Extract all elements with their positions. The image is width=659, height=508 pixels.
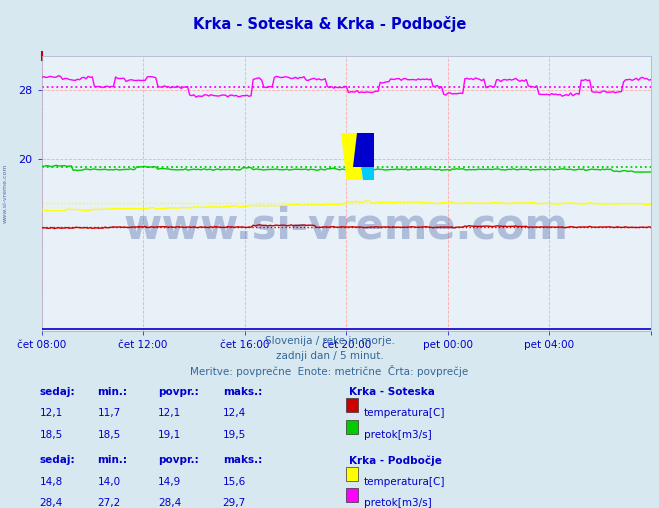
- Text: 29,7: 29,7: [223, 498, 246, 508]
- Text: sedaj:: sedaj:: [40, 455, 75, 465]
- Text: 19,1: 19,1: [158, 430, 181, 440]
- Text: zadnji dan / 5 minut.: zadnji dan / 5 minut.: [275, 351, 384, 361]
- Text: min.:: min.:: [98, 455, 128, 465]
- Text: sedaj:: sedaj:: [40, 387, 75, 397]
- Text: temperatura[C]: temperatura[C]: [364, 477, 445, 487]
- Text: pretok[m3/s]: pretok[m3/s]: [364, 430, 432, 440]
- Text: Meritve: povprečne  Enote: metrične  Črta: povprečje: Meritve: povprečne Enote: metrične Črta:…: [190, 365, 469, 377]
- Text: www.si-vreme.com: www.si-vreme.com: [3, 163, 8, 223]
- Text: 12,1: 12,1: [40, 408, 63, 419]
- Text: temperatura[C]: temperatura[C]: [364, 408, 445, 419]
- Text: maks.:: maks.:: [223, 387, 262, 397]
- Text: povpr.:: povpr.:: [158, 387, 199, 397]
- Text: 12,1: 12,1: [158, 408, 181, 419]
- Text: 28,4: 28,4: [40, 498, 63, 508]
- Text: 14,0: 14,0: [98, 477, 121, 487]
- Text: 19,5: 19,5: [223, 430, 246, 440]
- Text: 18,5: 18,5: [40, 430, 63, 440]
- Text: 28,4: 28,4: [158, 498, 181, 508]
- Text: povpr.:: povpr.:: [158, 455, 199, 465]
- Text: 14,9: 14,9: [158, 477, 181, 487]
- Text: 12,4: 12,4: [223, 408, 246, 419]
- Text: 11,7: 11,7: [98, 408, 121, 419]
- Text: maks.:: maks.:: [223, 455, 262, 465]
- Text: 27,2: 27,2: [98, 498, 121, 508]
- Text: min.:: min.:: [98, 387, 128, 397]
- Text: Krka - Soteska & Krka - Podbočje: Krka - Soteska & Krka - Podbočje: [193, 16, 466, 32]
- Text: Slovenija / reke in morje.: Slovenija / reke in morje.: [264, 336, 395, 346]
- Text: pretok[m3/s]: pretok[m3/s]: [364, 498, 432, 508]
- Text: 14,8: 14,8: [40, 477, 63, 487]
- Text: 15,6: 15,6: [223, 477, 246, 487]
- Text: Krka - Podbočje: Krka - Podbočje: [349, 455, 442, 466]
- Text: www.si-vreme.com: www.si-vreme.com: [124, 206, 569, 247]
- Text: 18,5: 18,5: [98, 430, 121, 440]
- Text: Krka - Soteska: Krka - Soteska: [349, 387, 435, 397]
